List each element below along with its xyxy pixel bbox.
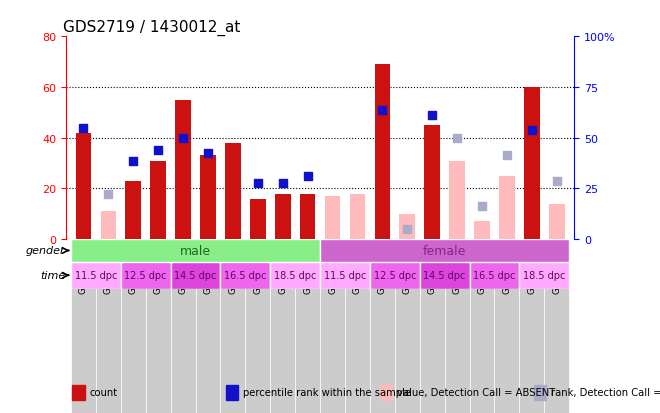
Text: 12.5 dpc: 12.5 dpc [125,271,167,280]
Text: 16.5 dpc: 16.5 dpc [224,271,267,280]
Point [527,128,537,134]
Bar [246,240,271,413]
Bar [524,88,540,240]
Bar [171,240,195,413]
Text: 14.5 dpc: 14.5 dpc [174,271,216,280]
Text: time: time [40,271,65,280]
Bar [71,262,121,289]
Text: 18.5 dpc: 18.5 dpc [523,271,566,280]
Bar [519,240,544,413]
Text: rank, Detection Call = ABSENT: rank, Detection Call = ABSENT [551,387,660,397]
Bar [271,240,295,413]
Bar [250,199,266,240]
Bar [200,156,216,240]
Bar [220,262,271,289]
Bar [146,240,171,413]
Point [452,135,463,142]
Bar [370,262,420,289]
Bar [72,385,84,400]
Text: GDS2719 / 1430012_at: GDS2719 / 1430012_at [63,20,241,36]
Bar [121,262,171,289]
Point [302,173,313,180]
Bar [220,240,246,413]
Text: 12.5 dpc: 12.5 dpc [374,271,416,280]
Bar [100,212,116,240]
Text: 18.5 dpc: 18.5 dpc [274,271,316,280]
Bar [320,240,345,413]
Bar [176,100,191,240]
Bar [519,262,569,289]
Bar [96,240,121,413]
Bar [494,240,519,413]
Text: 11.5 dpc: 11.5 dpc [324,271,366,280]
Point [477,204,487,210]
Bar [121,240,146,413]
Bar [300,194,315,240]
Bar [370,240,395,413]
Bar [424,126,440,240]
Bar [345,240,370,413]
Bar [420,262,469,289]
Bar [76,133,91,240]
Bar [125,181,141,240]
Point [277,180,288,187]
Bar [71,240,320,262]
Point [253,180,263,187]
Bar [295,240,320,413]
Bar [71,240,96,413]
Bar [469,240,494,413]
Bar [449,161,465,240]
Bar [195,240,220,413]
Point [178,135,188,142]
Text: female: female [423,244,467,257]
Point [552,178,562,185]
Text: gender: gender [26,246,65,256]
Bar [320,262,370,289]
Bar [420,240,445,413]
Point [128,158,139,164]
Point [78,125,88,132]
Point [377,107,387,114]
Bar [374,65,390,240]
Bar [325,197,341,240]
Bar [549,204,564,240]
Bar [226,385,238,400]
Bar [499,176,515,240]
Bar [350,194,366,240]
Bar [320,240,569,262]
Bar [150,161,166,240]
Bar [544,240,569,413]
Text: percentile rank within the sample: percentile rank within the sample [243,387,411,397]
Text: count: count [89,387,117,397]
Bar [171,262,220,289]
Text: 14.5 dpc: 14.5 dpc [424,271,466,280]
Bar [533,385,546,400]
Bar [474,222,490,240]
Text: 16.5 dpc: 16.5 dpc [473,271,515,280]
Point [203,150,213,157]
Text: value, Detection Call = ABSENT: value, Detection Call = ABSENT [397,387,555,397]
Bar [379,385,393,400]
Point [402,226,412,233]
Bar [445,240,469,413]
Point [502,153,512,159]
Bar [395,240,420,413]
Bar [275,194,290,240]
Point [427,112,438,119]
Point [103,191,114,197]
Bar [271,262,320,289]
Text: male: male [180,244,211,257]
Text: 11.5 dpc: 11.5 dpc [75,271,117,280]
Bar [225,143,241,240]
Bar [469,262,519,289]
Bar [399,214,415,240]
Point [153,148,164,154]
